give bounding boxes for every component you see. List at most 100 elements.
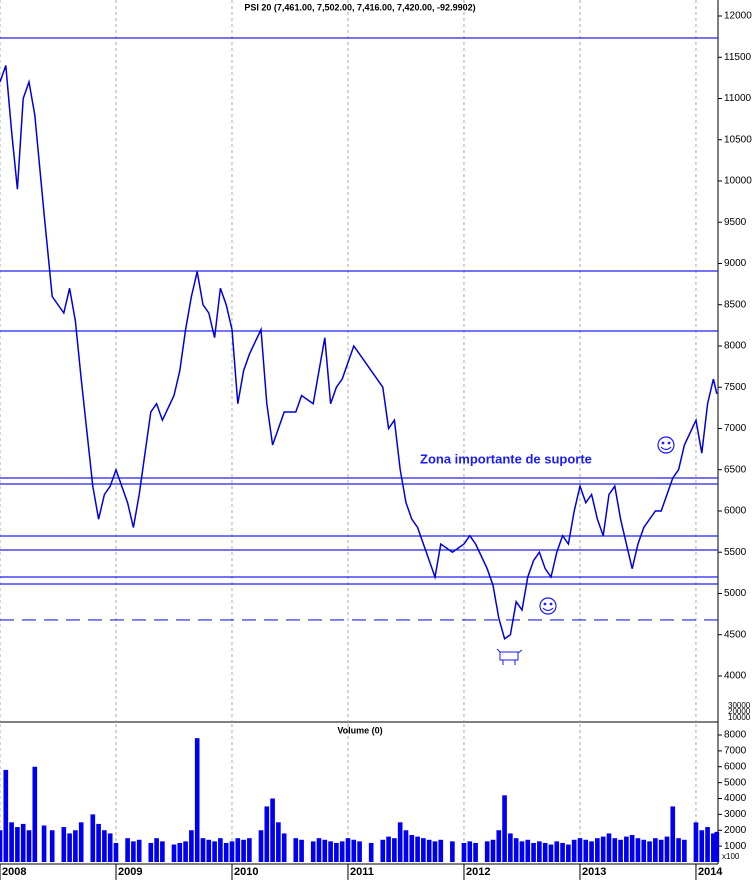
smiley xyxy=(657,436,675,454)
volume-bar xyxy=(200,838,206,862)
volume-bar xyxy=(502,795,507,862)
chart-title: PSI 20 (7,461.00, 7,502.00, 7,416.00, 7,… xyxy=(244,2,475,12)
y-tick-label: 3000 xyxy=(724,809,747,820)
volume-bar xyxy=(467,841,473,862)
volume-bar xyxy=(368,842,374,862)
volume-bar xyxy=(223,842,229,862)
volume-bar xyxy=(258,830,264,862)
volume-bar xyxy=(183,841,188,862)
volume-bar xyxy=(560,842,565,862)
volume-bar xyxy=(670,806,676,862)
volume-bar xyxy=(78,822,84,862)
volume-bar xyxy=(328,841,333,862)
volume-bar xyxy=(641,839,647,862)
volume-bar xyxy=(618,839,623,862)
y-tick-label: 5000 xyxy=(724,588,747,599)
volume-bar xyxy=(658,839,664,862)
y-tick-label: 4000 xyxy=(724,671,747,682)
volume-bar xyxy=(160,841,165,862)
volume-bar xyxy=(247,838,252,862)
y-tick-label: 4500 xyxy=(724,629,747,640)
x-tick-label: 2010 xyxy=(234,866,258,878)
volume-bar xyxy=(693,822,699,862)
volume-bar xyxy=(0,830,3,862)
y-tick-label: 8500 xyxy=(724,299,747,310)
volume-bar xyxy=(41,825,47,862)
unit-label: x100 xyxy=(722,852,740,861)
volume-bar xyxy=(96,823,101,862)
volume-bar xyxy=(229,841,235,862)
volume-bar xyxy=(699,830,705,862)
volume-bar xyxy=(177,842,183,862)
x-tick-label: 2014 xyxy=(698,866,723,878)
y-tick-label: 6500 xyxy=(724,464,747,475)
y-tick-label: 2000 xyxy=(724,825,747,836)
volume-bar xyxy=(32,766,38,862)
y-tick-label: 8000 xyxy=(724,341,747,352)
volume-bar xyxy=(194,738,200,862)
volume-bar xyxy=(299,839,304,862)
volume-bar xyxy=(102,830,107,862)
y-tick-label: 11500 xyxy=(724,52,752,63)
y-tick-label: 12000 xyxy=(724,11,752,22)
volume-bar xyxy=(542,842,548,862)
volume-bar xyxy=(171,844,177,862)
volume-bar xyxy=(107,833,113,862)
volume-bar xyxy=(189,830,194,862)
volume-bar xyxy=(90,814,96,862)
volume-bar xyxy=(264,806,270,862)
volume-bar xyxy=(583,839,589,862)
volume-bar xyxy=(653,838,658,862)
overlay-label: 10000 xyxy=(728,713,751,722)
volume-bar xyxy=(426,839,432,862)
volume-bar xyxy=(113,842,119,862)
volume-bar xyxy=(397,822,403,862)
volume-bar xyxy=(496,830,502,862)
volume-bar xyxy=(676,838,681,862)
y-tick-label: 10500 xyxy=(724,134,752,145)
y-tick-label: 4000 xyxy=(724,793,747,804)
volume-bar xyxy=(322,839,328,862)
y-tick-label: 10000 xyxy=(724,176,752,187)
volume-bar xyxy=(293,838,299,862)
volume-bar xyxy=(49,830,55,862)
volume-bar xyxy=(612,838,618,862)
volume-bar xyxy=(473,842,478,862)
volume-bar xyxy=(682,839,687,862)
y-tick-label: 5000 xyxy=(724,777,747,788)
volume-bar xyxy=(339,841,345,862)
volume-bar xyxy=(548,844,554,862)
volume-bar xyxy=(386,836,391,862)
volume-bar xyxy=(351,839,357,862)
volume-bar xyxy=(270,798,275,862)
y-tick-label: 9500 xyxy=(724,217,747,228)
price-line xyxy=(0,65,718,641)
volume-bar xyxy=(450,841,455,862)
volume-bar xyxy=(235,838,241,862)
overlay-label: 20000 xyxy=(728,707,751,716)
volume-bar xyxy=(316,838,322,862)
overlay-label: 30000 xyxy=(728,701,751,710)
x-tick-label: 2012 xyxy=(466,866,490,878)
bull-icon xyxy=(496,648,523,665)
volume-bar xyxy=(438,839,444,862)
y-tick-label: 6000 xyxy=(724,506,747,517)
volume-bar xyxy=(212,841,217,862)
volume-bar xyxy=(490,839,496,862)
volume-bar xyxy=(600,836,606,862)
volume-bar xyxy=(635,838,641,862)
volume-bar xyxy=(705,827,710,862)
annotation: Zona importante de suporte xyxy=(420,451,592,466)
volume-bar xyxy=(281,833,287,862)
volume-bar xyxy=(206,839,212,862)
volume-bar xyxy=(218,838,223,862)
y-tick-label: 7500 xyxy=(724,382,747,393)
volume-bar xyxy=(537,841,542,862)
volume-bar xyxy=(519,841,525,862)
volume-bar xyxy=(3,769,9,862)
volume-bar xyxy=(432,841,438,862)
volume-bar xyxy=(403,830,409,862)
volume-bar xyxy=(714,831,720,862)
volume-bar xyxy=(589,841,594,862)
